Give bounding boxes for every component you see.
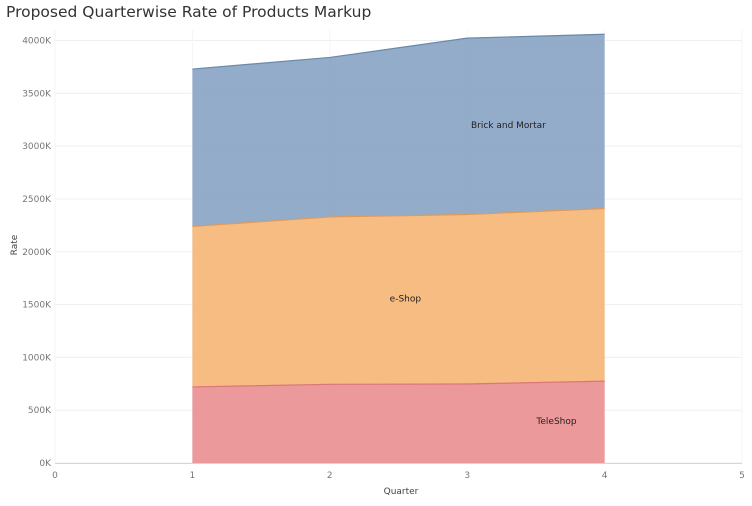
- y-tick-label: 4000K: [22, 37, 52, 47]
- x-tick-label: 0: [52, 471, 58, 481]
- y-tick-label: 3000K: [22, 142, 52, 152]
- area-e-shop[interactable]: [192, 208, 605, 387]
- y-tick-label: 500K: [28, 406, 52, 416]
- area-series: [192, 33, 605, 463]
- x-tick-label: 2: [327, 471, 333, 481]
- area-brick-and-mortar[interactable]: [192, 34, 605, 227]
- chart-title: Proposed Quarterwise Rate of Products Ma…: [6, 3, 372, 21]
- y-tick-label: 1500K: [22, 301, 52, 311]
- x-tick-label: 4: [602, 471, 608, 481]
- y-tick-label: 2500K: [22, 195, 52, 205]
- series-edge-line: [192, 207, 605, 228]
- series-label-teleshop: TeleShop: [535, 417, 576, 427]
- y-tick-label: 2000K: [22, 248, 52, 258]
- area-teleshop[interactable]: [192, 381, 605, 463]
- series-label-brick-and-mortar: Brick and Mortar: [471, 121, 546, 131]
- y-axis-ticks: 0K 500K 1000K 1500K 2000K 2500K 3000K 3500K 4000…: [22, 37, 52, 469]
- x-axis-title: Quarter: [384, 487, 419, 497]
- y-tick-label: 3500K: [22, 89, 52, 99]
- x-tick-label: 5: [739, 471, 745, 481]
- y-tick-label: 1000K: [22, 353, 52, 363]
- y-tick-label: 0K: [39, 459, 52, 469]
- series-labels: TeleShop e-Shop Brick and Mortar: [390, 121, 577, 427]
- series-label-e-shop: e-Shop: [390, 294, 422, 304]
- x-tick-label: 1: [190, 471, 196, 481]
- series-edge-line: [192, 380, 605, 388]
- x-axis-ticks: 0 1 2 3 4 5: [52, 471, 745, 481]
- series-edge-line: [192, 33, 605, 70]
- y-axis-title: Rate: [10, 234, 20, 255]
- x-tick-label: 3: [464, 471, 470, 481]
